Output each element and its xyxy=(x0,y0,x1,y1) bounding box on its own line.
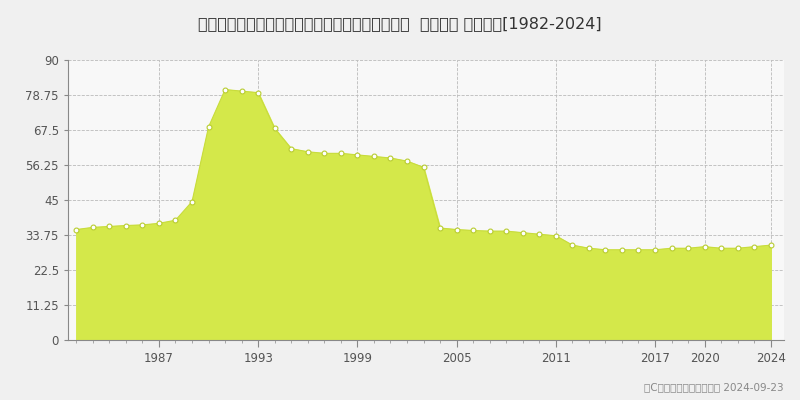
Text: 兵庫県神戸市垂水区つつじが丘２丁目１１番１２  公示地価 地価推移[1982-2024]: 兵庫県神戸市垂水区つつじが丘２丁目１１番１２ 公示地価 地価推移[1982-20… xyxy=(198,16,602,31)
Text: （C）土地価格ドットコム 2024-09-23: （C）土地価格ドットコム 2024-09-23 xyxy=(644,382,784,392)
